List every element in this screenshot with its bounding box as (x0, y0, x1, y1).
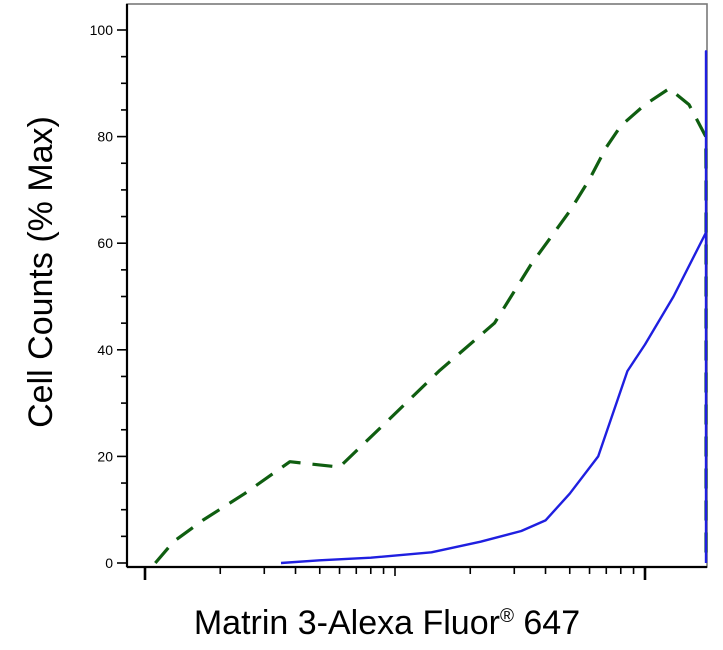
registered-mark: ® (500, 606, 514, 627)
plot-frame (125, 3, 708, 569)
x-axis-title: Matrin 3-Alexa Fluor® 647 (194, 604, 580, 642)
x-axis-title-suffix: 647 (514, 604, 580, 642)
y-tick-label: 0 (105, 555, 113, 571)
y-axis-title: Cell Counts (% Max) (22, 116, 60, 428)
series-stained-line (280, 50, 708, 565)
x-axis (143, 567, 647, 580)
plot-border (126, 3, 708, 568)
y-tick-label: 40 (97, 342, 113, 358)
x-axis-title-main: Matrin 3-Alexa Fluor (194, 604, 500, 642)
y-tick-label: 100 (90, 22, 114, 38)
y-tick-label: 80 (97, 129, 113, 145)
series-control-line (154, 86, 708, 565)
y-tick-label: 60 (97, 235, 113, 251)
y-tick-label: 20 (97, 448, 113, 464)
y-axis: 0 20 40 60 80 100 (90, 22, 127, 571)
series-layer (154, 50, 708, 565)
